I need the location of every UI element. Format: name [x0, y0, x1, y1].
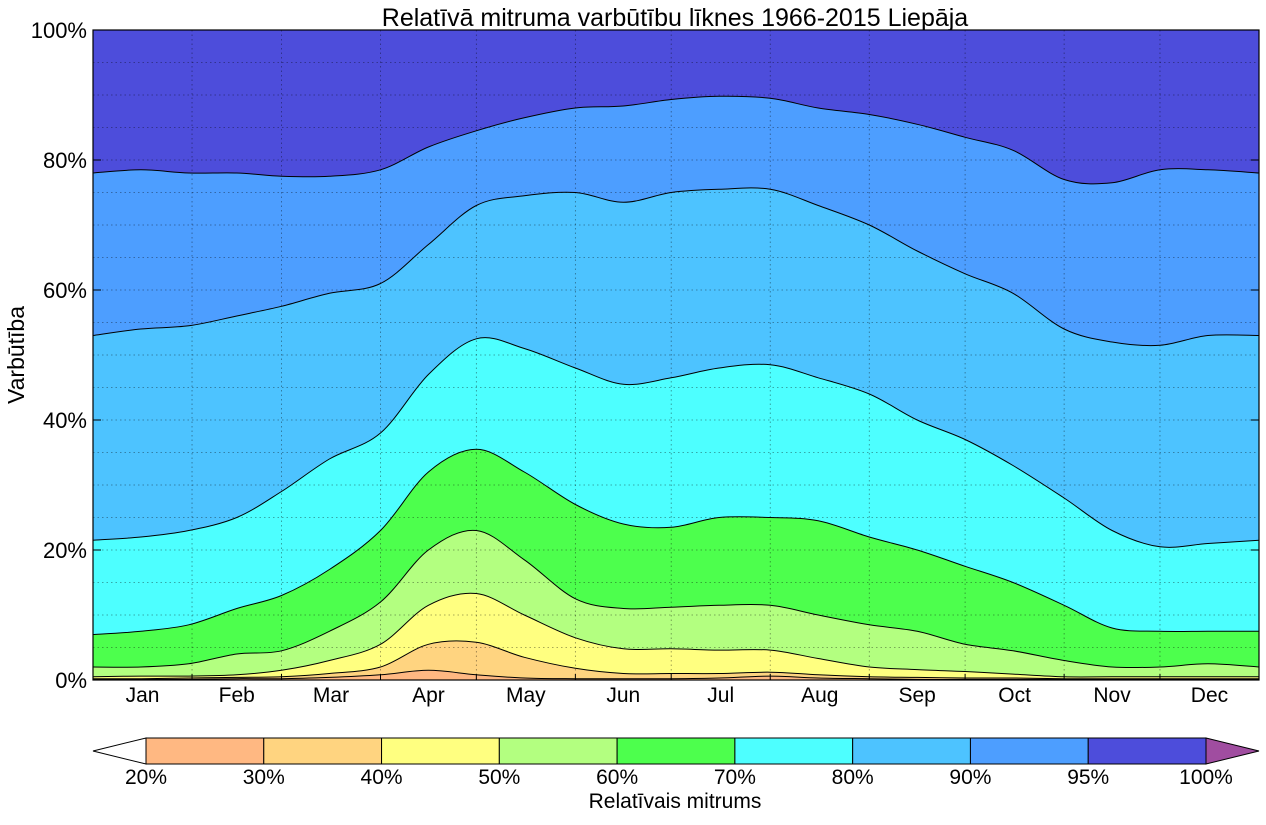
x-tick-label: Oct	[998, 684, 1031, 707]
colorbar-tick-label: 60%	[596, 766, 638, 789]
colorbar-tick-label: 90%	[949, 766, 991, 789]
y-tick-label: 0%	[55, 668, 87, 693]
colorbar-tick-label: 40%	[361, 766, 403, 789]
x-tick-label: Jul	[707, 684, 734, 707]
y-tick-label: 60%	[43, 278, 87, 303]
plot-frame	[92, 29, 1260, 681]
x-tick-label: Aug	[801, 684, 838, 707]
series-line	[92, 95, 1260, 185]
colorbar-tick-label: 80%	[832, 766, 874, 789]
grid-lines	[93, 30, 1259, 680]
x-tick-label: May	[506, 684, 546, 707]
series-line	[92, 187, 1260, 347]
colorbar-segment	[263, 737, 383, 765]
area-band	[93, 670, 1259, 680]
y-tick-label: 80%	[43, 148, 87, 173]
colorbar-segment	[498, 737, 618, 765]
colorbar-segment	[969, 737, 1089, 765]
colorbar-tick-label: 20%	[125, 766, 167, 789]
y-axis-label: Varbūtība	[3, 306, 29, 404]
colorbar-segment	[1087, 737, 1207, 765]
series-line	[92, 337, 1260, 548]
y-tick-label: 100%	[31, 18, 87, 43]
x-tick-label: Dec	[1191, 684, 1228, 707]
series-line	[92, 448, 1260, 635]
x-tick-label: Jun	[606, 684, 640, 707]
x-tick-label: Feb	[219, 684, 255, 707]
y-tick-label: 20%	[43, 538, 87, 563]
colorbar: 20% 30% 40% 50% 60% 70% 80% 90% 95% 100%	[92, 737, 1260, 789]
y-tick-label: 40%	[43, 408, 87, 433]
x-tick-label: Jan	[126, 684, 160, 707]
area-band	[93, 593, 1259, 679]
series-line	[92, 529, 1260, 669]
x-tick-label: Nov	[1093, 684, 1131, 707]
area-band	[93, 640, 1259, 680]
colorbar-segment	[145, 737, 265, 765]
colorbar-label: Relatīvais mitrums	[589, 790, 762, 813]
area-bands	[92, 30, 1260, 680]
axis-ticks: 0% 20% 40% 60% 80% 100% Jan Feb Mar Apr May Jun Jul A…	[31, 18, 1259, 707]
colorbar-segment	[734, 737, 854, 765]
colorbar-tick-label: 95%	[1067, 766, 1109, 789]
colorbar-extend-high	[1205, 737, 1260, 765]
colorbar-extend-low	[92, 737, 147, 765]
chart-title: Relatīvā mitruma varbūtību līknes 1966-2…	[382, 4, 969, 32]
x-tick-label: Mar	[313, 684, 349, 707]
x-tick-label: Sep	[898, 684, 935, 707]
colorbar-segment	[381, 737, 500, 765]
colorbar-tick-label: 100%	[1179, 766, 1233, 789]
colorbar-tick-label: 30%	[243, 766, 285, 789]
area-band	[93, 449, 1259, 668]
area-band	[93, 187, 1259, 548]
x-tick-label: Apr	[412, 684, 445, 707]
colorbar-segment	[616, 737, 736, 765]
area-band	[93, 96, 1259, 346]
area-band	[93, 530, 1259, 677]
colorbar-segment	[852, 737, 971, 765]
area-band	[93, 30, 1259, 184]
colorbar-tick-label: 70%	[714, 766, 756, 789]
area-band	[93, 337, 1259, 635]
colorbar-tick-label: 50%	[478, 766, 520, 789]
